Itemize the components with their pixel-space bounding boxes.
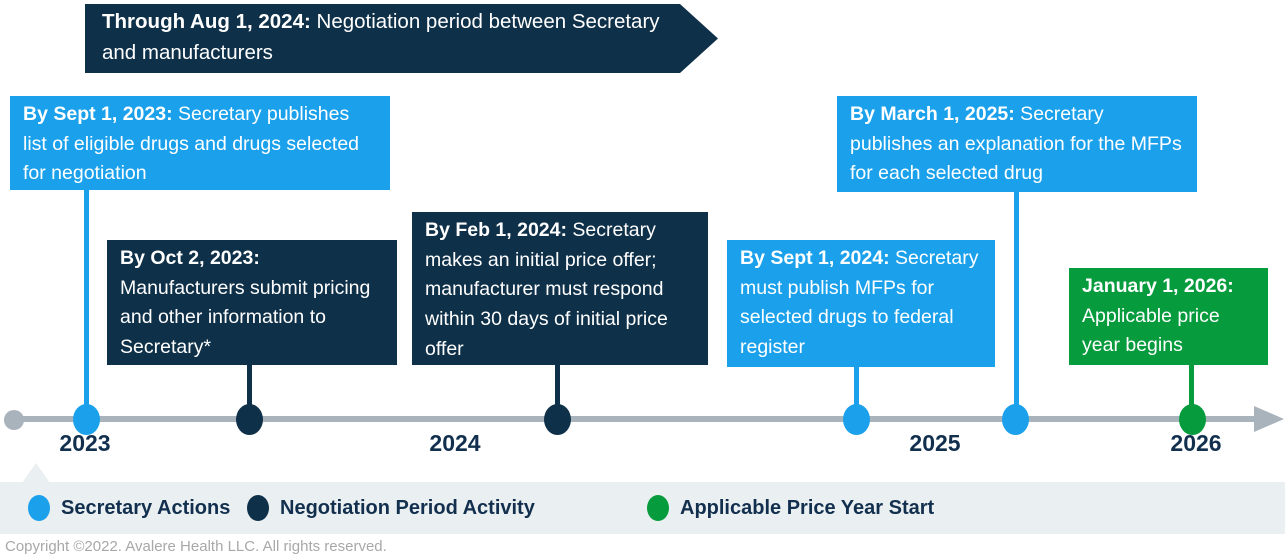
milestone-date: By March 1, 2025:: [850, 103, 1015, 125]
legend-band: [0, 482, 1285, 534]
negotiation-period-dot-icon: [247, 495, 269, 521]
copyright-text: Copyright ©2022. Avalere Health LLC. All…: [5, 538, 387, 555]
secretary-actions-dot-icon: [28, 495, 50, 521]
legend-label: Negotiation Period Activity: [280, 496, 535, 519]
connector-feb-2024: [555, 362, 560, 420]
timeline-arrowhead-icon: [1254, 406, 1284, 432]
year-label-2024: 2024: [429, 430, 481, 456]
timeline-dot-feb-2024: [544, 404, 571, 435]
timeline-dot-sept-2024: [843, 404, 870, 435]
milestone-date: By Oct 2, 2023:: [120, 247, 260, 269]
connector-sept-2024: [854, 364, 859, 420]
timeline-dot-march-2025: [1002, 404, 1029, 435]
year-label-2026: 2026: [1170, 430, 1222, 456]
milestone-box-sept-2024: By Sept 1, 2024: Secretary must publish …: [727, 240, 995, 367]
legend-item-negotiation-period: Negotiation Period Activity: [247, 482, 535, 534]
legend-item-price-year-start: Applicable Price Year Start: [647, 482, 934, 534]
banner-date: Through Aug 1, 2024:: [102, 10, 311, 33]
connector-oct-2023: [247, 362, 252, 420]
year-label-2025: 2025: [909, 430, 961, 456]
banner-negotiation-period: Through Aug 1, 2024: Negotiation period …: [85, 4, 718, 73]
timeline-dot-oct-2023: [236, 404, 263, 435]
milestone-text: Secretary must publish MFPs for selected…: [740, 247, 979, 358]
milestone-date: By Sept 1, 2023:: [23, 103, 173, 125]
milestone-date: By Sept 1, 2024:: [740, 247, 890, 269]
milestone-box-jan-2026: January 1, 2026: Applicable price year b…: [1069, 268, 1268, 365]
milestone-date: By Feb 1, 2024:: [425, 219, 567, 241]
connector-march-2025: [1014, 190, 1019, 420]
milestone-box-sept-2023: By Sept 1, 2023: Secretary publishes lis…: [10, 96, 390, 190]
year-label-2023: 2023: [59, 430, 111, 456]
timeline-dot-sept-2023: [73, 404, 100, 435]
legend-label: Secretary Actions: [61, 496, 231, 519]
milestone-text: Secretary publishes an explanation for t…: [850, 103, 1182, 185]
price-year-start-dot-icon: [647, 495, 669, 521]
milestone-text: Secretary publishes list of eligible dru…: [23, 103, 360, 185]
connector-jan-2026: [1189, 362, 1194, 420]
legend-label: Applicable Price Year Start: [680, 496, 935, 519]
milestone-text: Manufacturers submit pricing and other i…: [120, 276, 371, 358]
milestone-text: Applicable price year begins: [1082, 304, 1220, 357]
connector-sept-2023: [84, 188, 89, 420]
milestone-box-feb-2024: By Feb 1, 2024: Secretary makes an initi…: [412, 212, 708, 365]
timeline-dot-jan-2026: [1179, 404, 1206, 435]
milestone-date: January 1, 2026:: [1082, 275, 1234, 297]
timeline-axis: [10, 416, 1262, 422]
legend-pointer: [22, 463, 50, 483]
legend-item-secretary-actions: Secretary Actions: [28, 482, 230, 534]
milestone-text: Secretary makes an initial price offer; …: [425, 219, 668, 360]
milestone-box-march-2025: By March 1, 2025: Secretary publishes an…: [837, 96, 1197, 192]
timeline-start-dot: [4, 410, 24, 430]
milestone-box-oct-2023: By Oct 2, 2023: Manufacturers submit pri…: [107, 240, 397, 365]
banner-text: Negotiation period between Secretary and…: [102, 10, 660, 64]
